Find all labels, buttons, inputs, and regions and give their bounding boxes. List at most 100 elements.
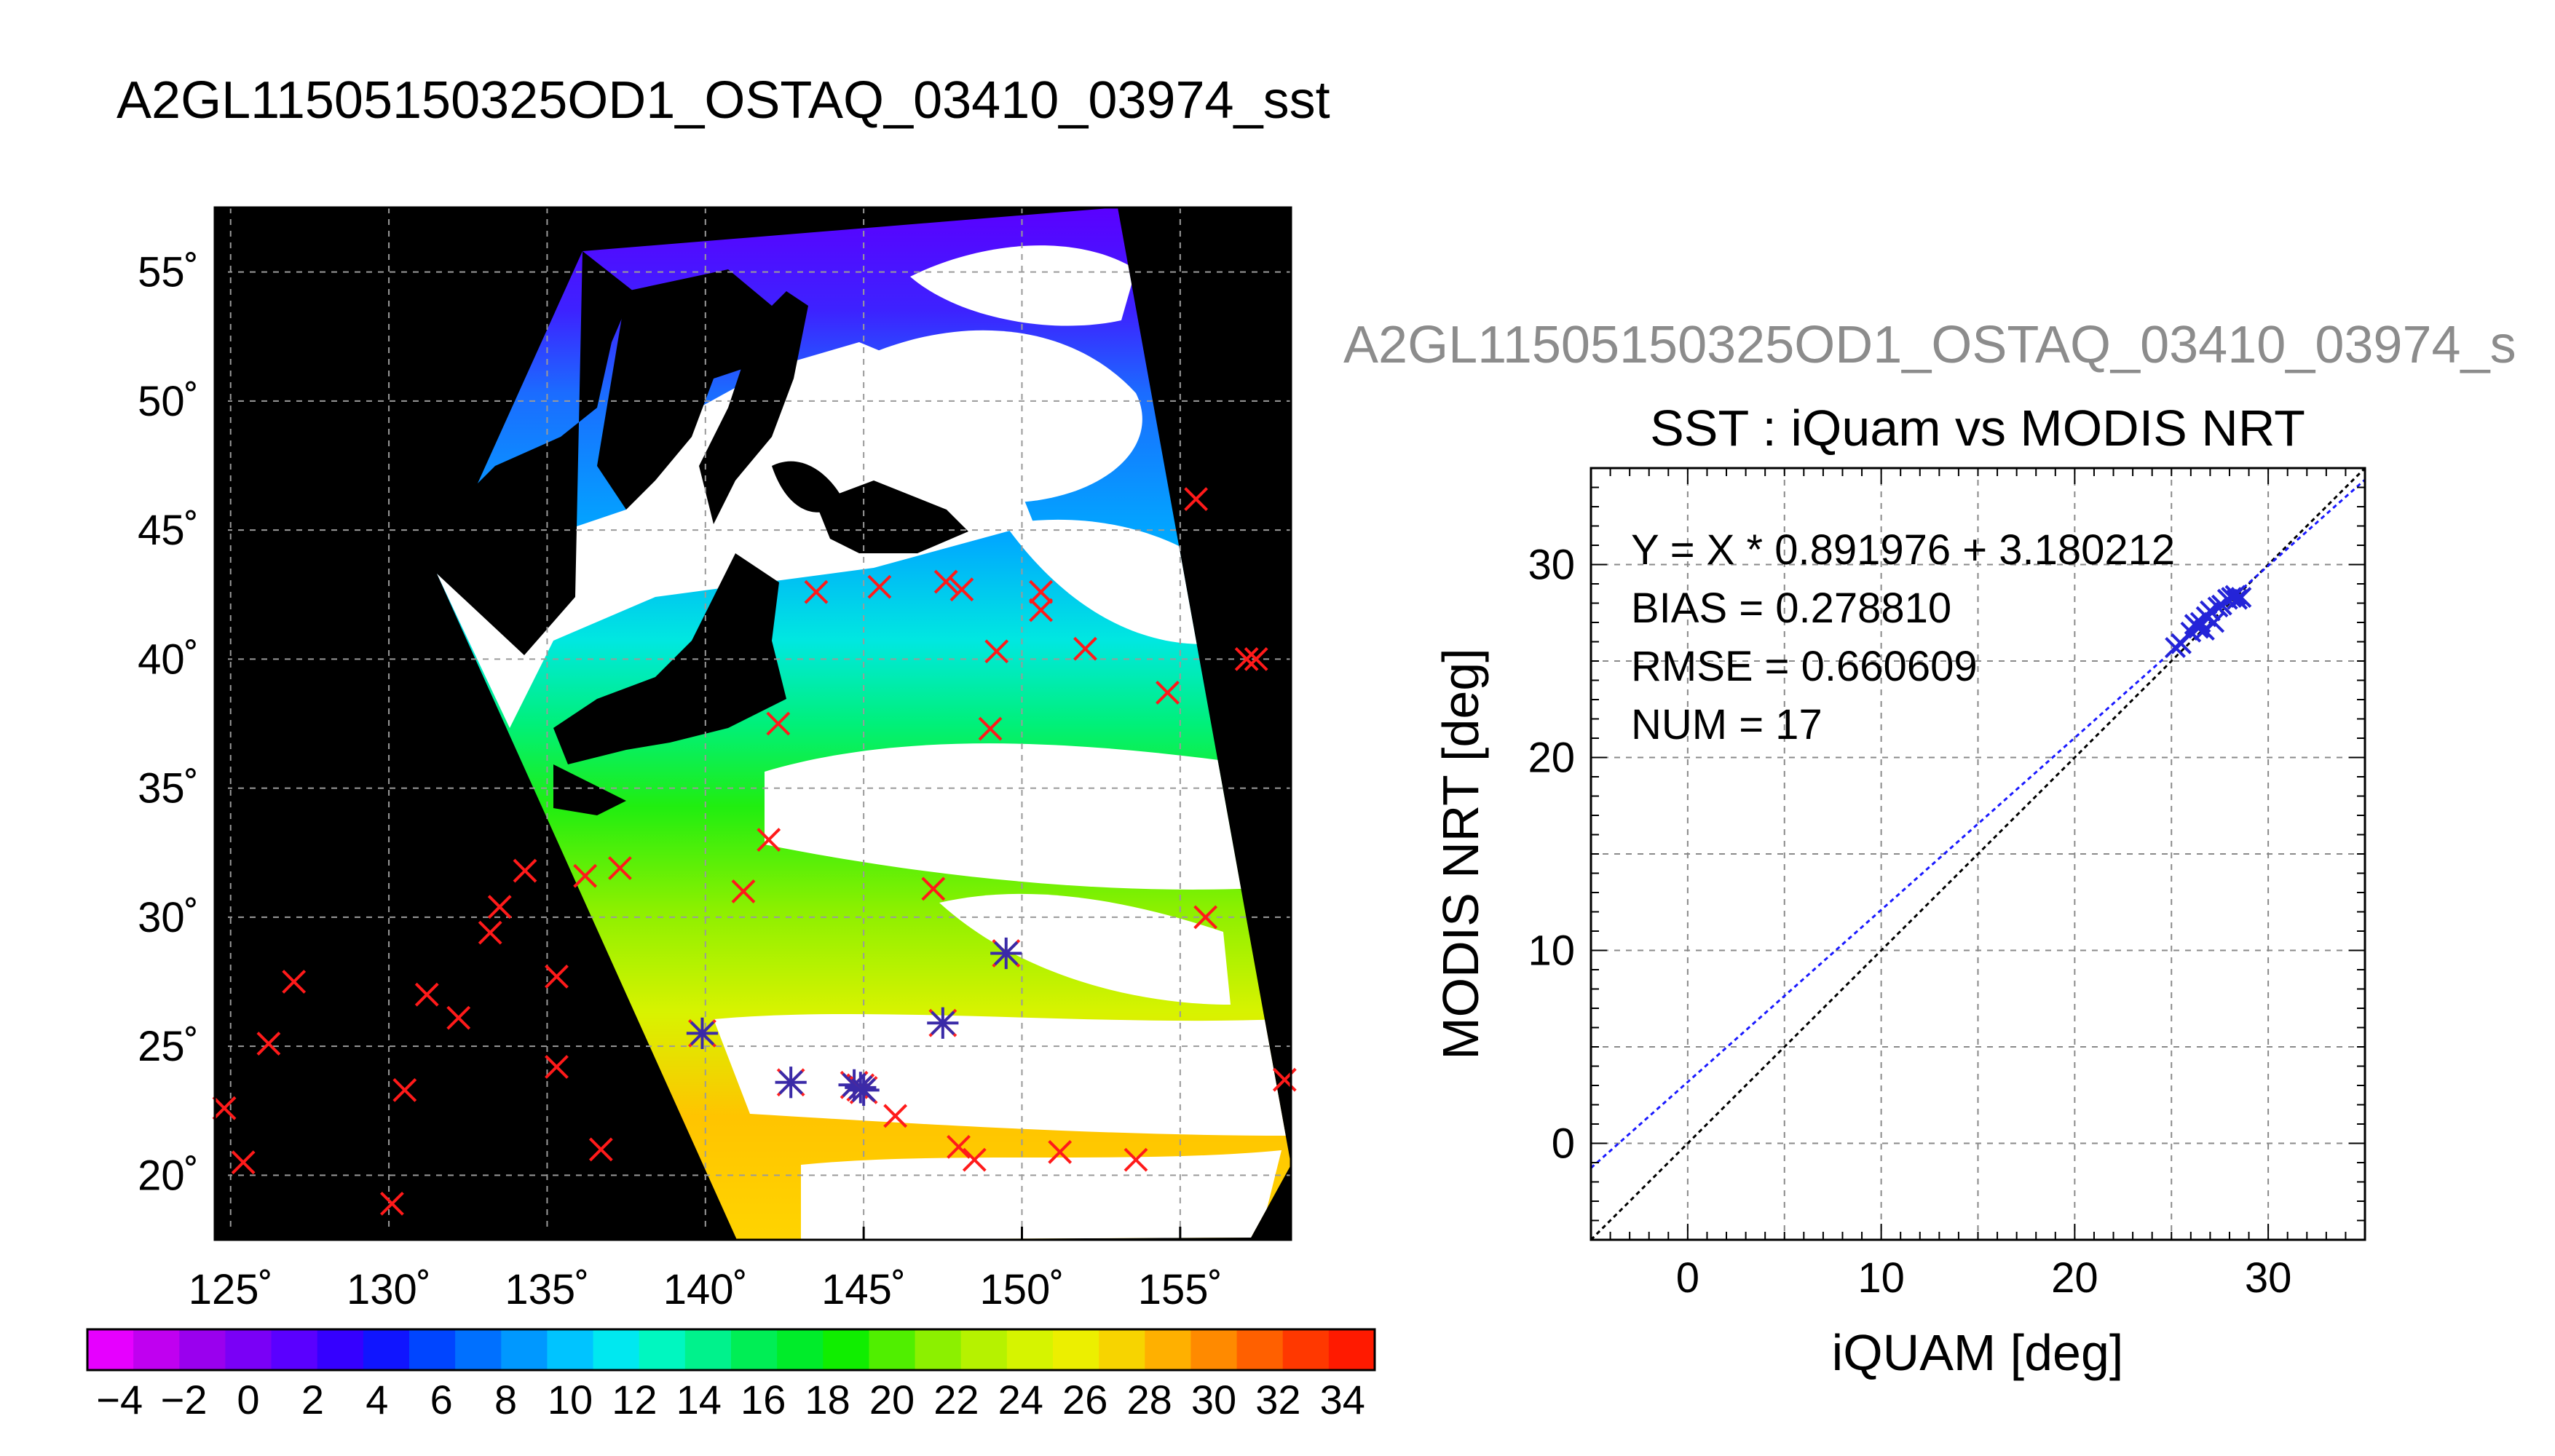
colorbar-tick-label: 16: [741, 1377, 786, 1423]
scatter-point: [2188, 617, 2209, 639]
colorbar-swatch: [133, 1329, 180, 1370]
sst-map-panel: 125˚ 130˚ 135˚ 140˚ 145˚ 150˚ 155˚ 55˚ 50˚ 45˚ 40…: [138, 206, 1297, 1313]
map-point-unmatched-stroke-b: [921, 877, 946, 901]
map-y-tick-label: 50˚: [138, 378, 199, 425]
map-x-tick-label: 150˚: [979, 1266, 1064, 1313]
colorbar-swatch: [960, 1329, 1008, 1370]
map-point-matched: [686, 1017, 719, 1049]
map-point-unmatched-stroke-b: [282, 970, 307, 994]
colorbar-swatch: [501, 1329, 548, 1370]
colorbar-tick-label: 18: [805, 1377, 850, 1423]
scatter-point: [2230, 587, 2252, 608]
map-point-unmatched-stroke-b: [949, 577, 974, 602]
map-point-unmatched-stroke-b: [757, 828, 781, 852]
cloud-mask: [437, 245, 1289, 1240]
colorbar-swatch: [1328, 1329, 1375, 1370]
main-title: A2GL11505150325OD1_OSTAQ_03410_03974_sst: [117, 71, 1330, 130]
map-point-unmatched: [282, 970, 307, 994]
map-point-unmatched: [921, 877, 946, 901]
map-point-matched: [848, 1074, 880, 1106]
map-x-tick-label: 125˚: [189, 1266, 273, 1313]
map-point-unmatched: [446, 1005, 471, 1030]
scatter-x-tick-label: 20: [2051, 1254, 2098, 1302]
map-point-unmatched-stroke-b: [1073, 636, 1097, 661]
colorbar-swatch: [225, 1329, 272, 1370]
map-point-matched-stroke-d: [994, 941, 1019, 966]
scatter-gridlines: [1591, 468, 2365, 1240]
colorbar-tick-label: 30: [1191, 1377, 1236, 1423]
map-longitude-ticks: 125˚ 130˚ 135˚ 140˚ 145˚ 150˚ 155˚: [189, 1227, 1223, 1313]
colorbar-swatch: [731, 1329, 778, 1370]
map-point-unmatched: [1193, 905, 1218, 930]
map-point-matched: [927, 1007, 959, 1039]
colorbar-swatches: [87, 1329, 1375, 1370]
map-point-unmatched-stroke-b: [573, 863, 598, 888]
scatter-stat-line: RMSE = 0.660609: [1631, 643, 1978, 690]
scatter-point-stroke-b: [2194, 620, 2215, 641]
map-point-unmatched: [766, 711, 791, 736]
map-point-unmatched: [731, 879, 756, 903]
map-point-unmatched-stroke-b: [883, 1104, 908, 1128]
scatter-points: [2165, 585, 2252, 658]
map-point-unmatched-stroke-b: [212, 1096, 237, 1120]
map-point-unmatched-stroke-b: [1193, 905, 1218, 930]
scatter-header: A2GL11505150325OD1_OSTAQ_03410_03974_s: [1343, 316, 2516, 374]
map-point-unmatched: [478, 920, 502, 945]
colorbar-swatch: [1190, 1329, 1238, 1370]
colorbar-tick-label: 14: [676, 1377, 722, 1423]
map-point-unmatched: [392, 1077, 417, 1102]
map-point-unmatched-stroke-b: [1124, 1147, 1148, 1172]
map-point-unmatched: [933, 569, 958, 594]
colorbar-tick-label: 26: [1062, 1377, 1107, 1423]
map-x-tick-label: 145˚: [821, 1266, 906, 1313]
map-point-unmatched: [984, 639, 1009, 664]
colorbar-tick-label: 10: [548, 1377, 593, 1423]
map-point-unmatched-stroke-b: [766, 711, 791, 736]
map-point-unmatched: [883, 1104, 908, 1128]
colorbar-tick-label: 24: [998, 1377, 1043, 1423]
map-point-unmatched: [867, 574, 892, 599]
map-point-unmatched: [380, 1191, 404, 1216]
map-point-unmatched: [231, 1150, 256, 1175]
map-point-unmatched-stroke-b: [804, 579, 829, 604]
map-point-unmatched: [573, 863, 598, 888]
identity-line: [1591, 468, 2365, 1240]
map-point-matched-stroke-d: [690, 1021, 715, 1046]
colorbar-swatch: [823, 1329, 869, 1370]
colorbar-tick-label: 2: [301, 1377, 324, 1423]
scatter-x-tick-label: 0: [1676, 1254, 1699, 1302]
scatter-title: SST : iQuam vs MODIS NRT: [1650, 400, 2305, 456]
colorbar-swatch: [915, 1329, 962, 1370]
map-point-unmatched-stroke-b: [608, 856, 632, 880]
colorbar-tick-label: 4: [366, 1377, 388, 1423]
colorbar-swatch: [684, 1329, 732, 1370]
colorbar-swatch: [1099, 1329, 1145, 1370]
map-point-unmatched-stroke-b: [731, 879, 756, 903]
colorbar-frame: [86, 1328, 1376, 1372]
map-y-tick-label: 55˚: [138, 249, 199, 296]
colorbar-tick-label: 22: [933, 1377, 979, 1423]
map-point-matched: [990, 937, 1022, 970]
map-point-unmatched-stroke-b: [545, 964, 569, 989]
map-point-unmatched-stroke-b: [1029, 579, 1053, 604]
map-point-unmatched-stroke-b: [984, 639, 1009, 664]
map-frame: [213, 206, 1292, 1241]
colorbar-swatch: [777, 1329, 824, 1370]
map-point-unmatched-stroke-b: [867, 574, 892, 599]
map-point-unmatched: [757, 828, 781, 852]
scatter-x-axis-label: iQUAM [deg]: [1832, 1324, 2124, 1381]
map-point-unmatched: [545, 964, 569, 989]
map-point-matched: [838, 1069, 870, 1101]
scatter-stat-line: Y = X * 0.891976 + 3.180212: [1631, 526, 2175, 574]
map-point-unmatched-stroke-b: [978, 716, 1003, 741]
map-point-unmatched: [947, 1134, 971, 1159]
map-point-unmatched-stroke-b: [392, 1077, 417, 1102]
map-point-unmatched-stroke-b: [414, 982, 439, 1007]
colorbar-tick-label: 20: [869, 1377, 915, 1423]
landmass: [437, 251, 968, 815]
map-point-unmatched: [513, 858, 537, 883]
map-point-unmatched-stroke-b: [446, 1005, 471, 1030]
map-point-unmatched-stroke-b: [947, 1134, 971, 1159]
map-point-unmatched: [487, 895, 512, 919]
